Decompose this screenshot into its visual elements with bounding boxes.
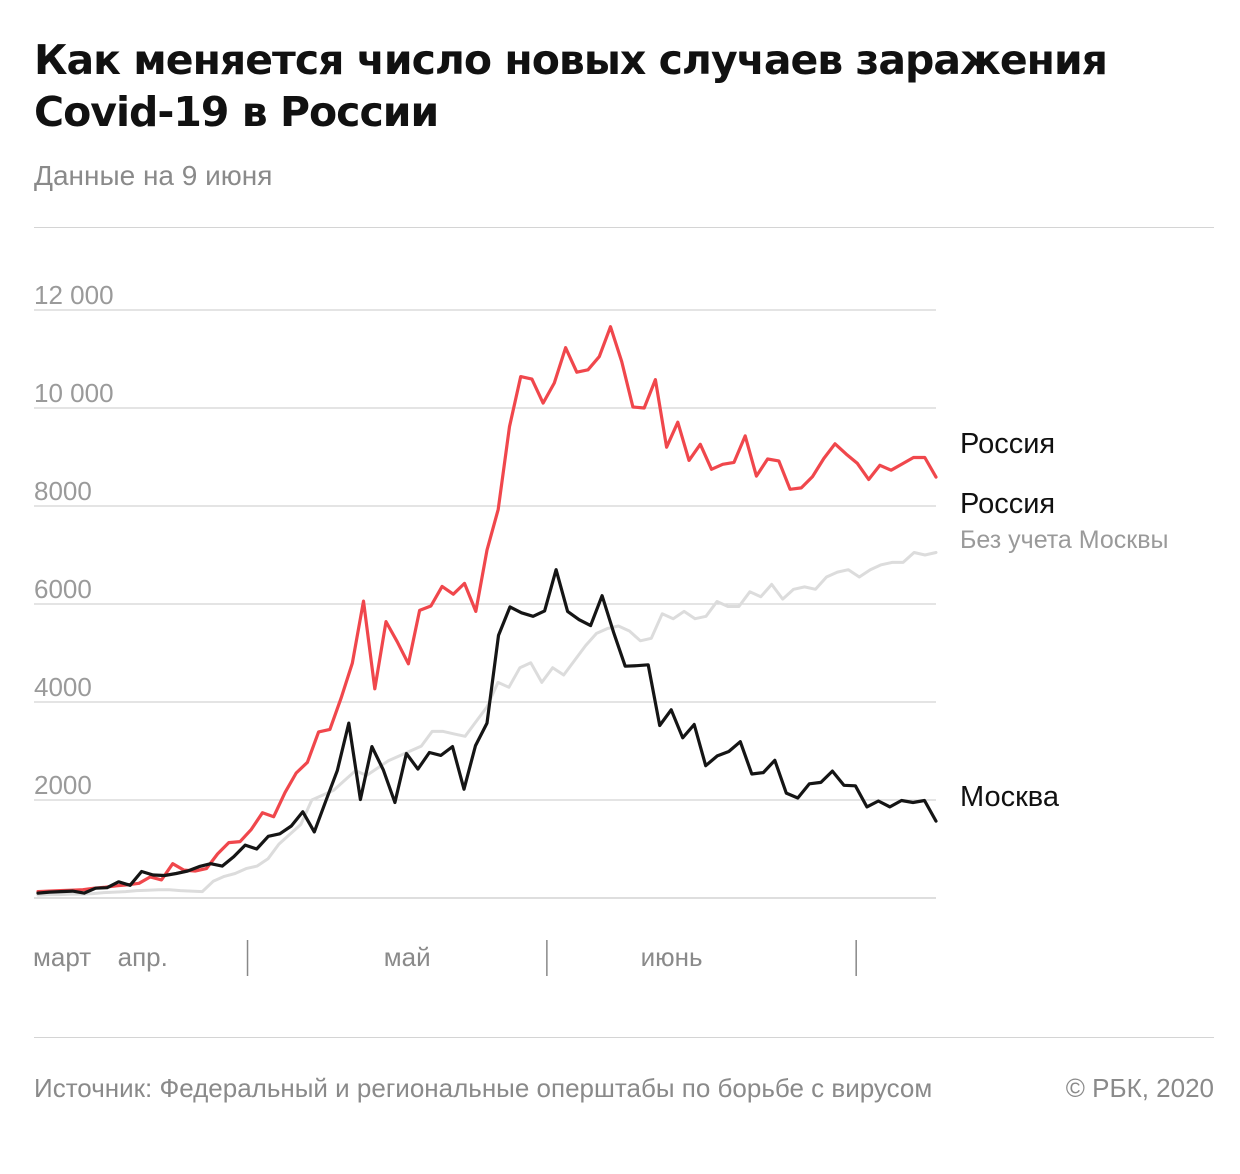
y-tick-label: 8000 — [34, 476, 92, 506]
label-russia-excl-moscow-sub: Без учета Москвы — [960, 526, 1168, 554]
source-note: Источник: Федеральный и региональные опе… — [34, 1073, 933, 1103]
y-tick-label: 2000 — [34, 770, 92, 800]
x-tick-label-4: июнь — [641, 942, 703, 972]
series-line-1 — [36, 325, 938, 894]
y-tick-label: 6000 — [34, 574, 92, 604]
series-line-2 — [36, 551, 938, 897]
y-tick-label: 4000 — [34, 672, 92, 702]
y-tick-label: 10 000 — [34, 378, 114, 408]
top-divider — [34, 227, 1214, 228]
bottom-divider — [34, 1037, 1214, 1038]
chart-subtitle: Данные на 9 июня — [34, 160, 273, 191]
label-moscow: Москва — [960, 781, 1060, 813]
label-russia: Россия — [960, 428, 1055, 460]
x-tick-label-1: март — [33, 942, 91, 972]
x-tick-label-2: апр. — [118, 942, 168, 972]
y-tick-label: 12 000 — [34, 280, 114, 310]
copyright: © РБК, 2020 — [1065, 1073, 1214, 1103]
x-tick-label-3: май — [384, 942, 431, 972]
chart-title: Как меняется число новых случаев заражен… — [34, 36, 1108, 136]
series-line-3 — [36, 568, 938, 895]
label-russia-excl-moscow: Россия — [960, 488, 1055, 520]
